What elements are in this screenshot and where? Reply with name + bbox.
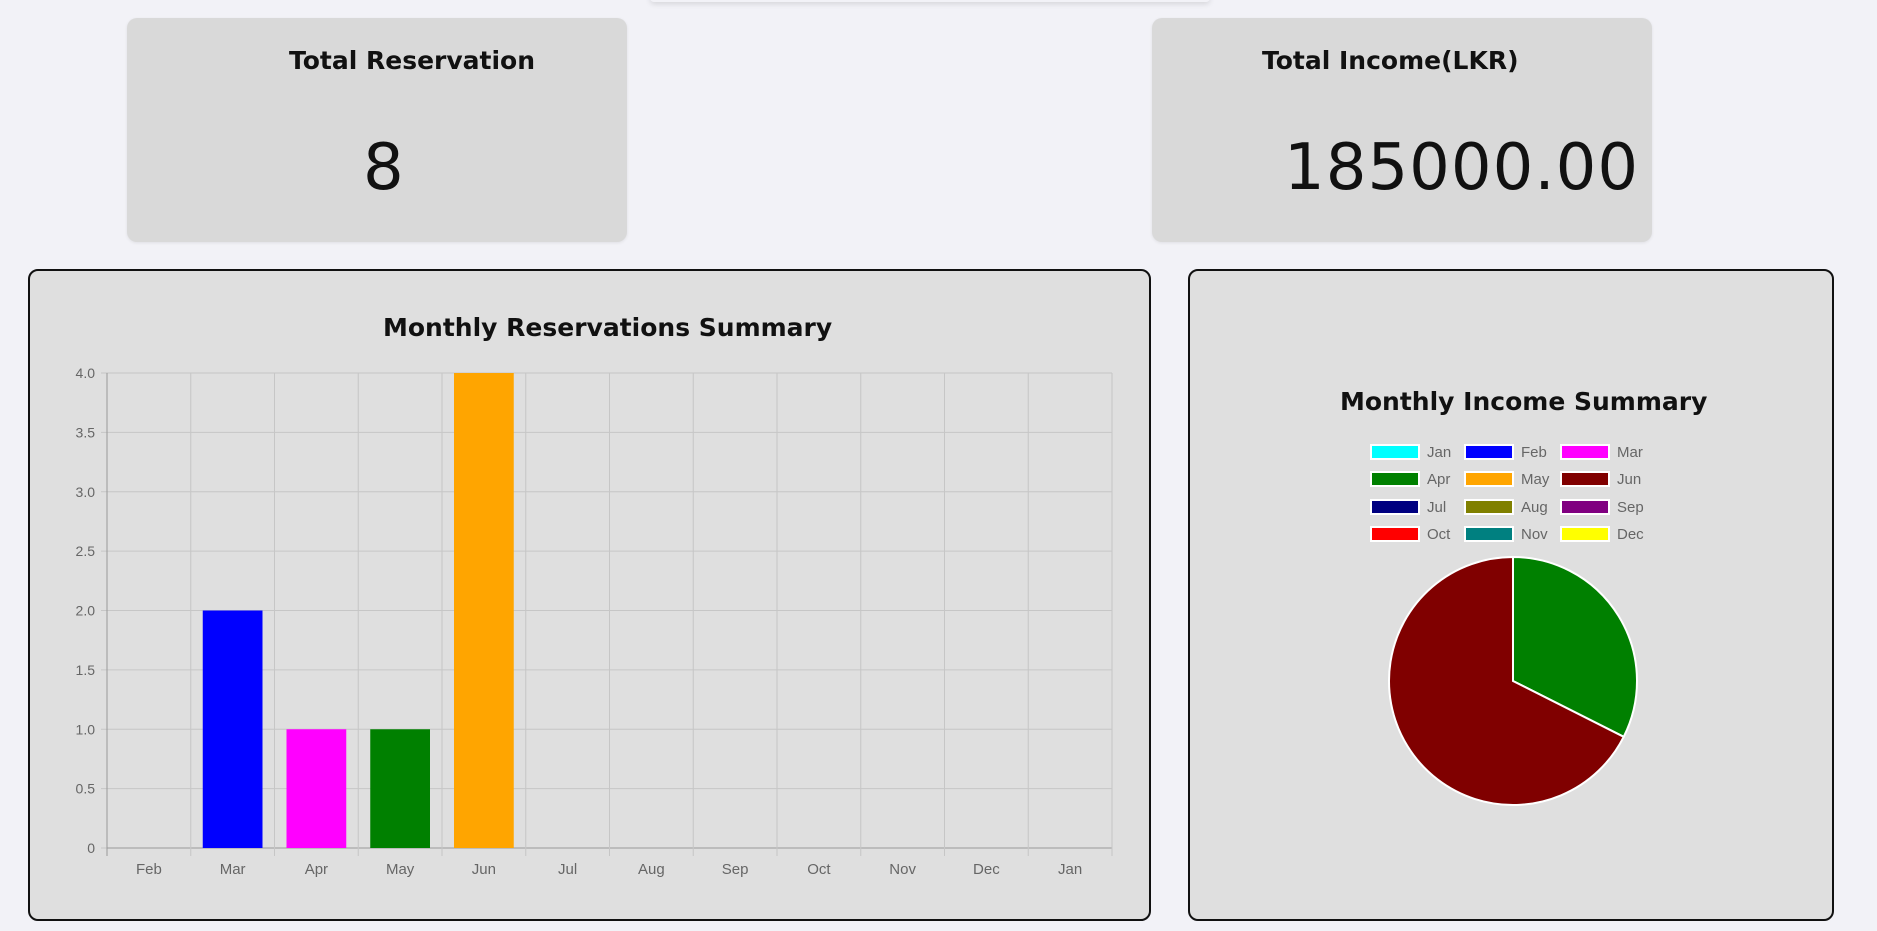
legend-label-dec[interactable]: Dec — [1617, 526, 1644, 543]
bar-jun — [454, 373, 514, 848]
total-income-card: Total Income(LKR) 185000.00 — [1152, 18, 1652, 242]
header-shadow — [650, 0, 1210, 2]
bar-chart-title: Monthly Reservations Summary — [383, 313, 833, 342]
legend-label-aug[interactable]: Aug — [1521, 499, 1548, 516]
monthly-reservations-bar-chart: 0 0.5 1.0 1.5 2.0 2.5 3.0 3.5 4.0 Feb Mar Apr May Jun… — [76, 365, 1113, 878]
legend-swatch-feb[interactable] — [1464, 444, 1514, 460]
legend-swatch-apr[interactable] — [1370, 471, 1420, 487]
y-tick-label: 2.5 — [76, 543, 96, 559]
x-tick-label: Sep — [722, 861, 749, 878]
legend-label-feb[interactable]: Feb — [1521, 444, 1547, 461]
legend-swatch-jan[interactable] — [1370, 444, 1420, 460]
legend-swatch-dec[interactable] — [1560, 526, 1610, 542]
pie-chart-title: Monthly Income Summary — [1340, 387, 1708, 416]
y-tick-label: 0 — [87, 840, 95, 856]
legend-label-jul[interactable]: Jul — [1427, 499, 1446, 516]
x-tick-label: Nov — [889, 861, 916, 878]
legend-swatch-sep[interactable] — [1560, 499, 1610, 515]
x-tick-label: May — [386, 861, 415, 878]
x-tick-label: Apr — [305, 861, 328, 878]
x-tick-label: Dec — [973, 861, 1000, 878]
x-tick-label: Aug — [638, 861, 665, 878]
legend-label-oct[interactable]: Oct — [1427, 526, 1451, 543]
y-tick-label: 3.0 — [76, 484, 96, 500]
y-tick-label: 0.5 — [76, 781, 96, 797]
total-reservation-title: Total Reservation — [289, 46, 536, 75]
x-tick-label: Jan — [1058, 861, 1082, 878]
legend-label-sep[interactable]: Sep — [1617, 499, 1644, 516]
legend-swatch-jul[interactable] — [1370, 499, 1420, 515]
total-reservation-value: 8 — [363, 131, 405, 205]
legend-swatch-aug[interactable] — [1464, 499, 1514, 515]
y-tick-label: 1.5 — [76, 662, 96, 678]
pie-slice-jun[interactable] — [1388, 555, 1626, 806]
legend-label-mar[interactable]: Mar — [1617, 444, 1643, 461]
total-income-value: 185000.00 — [1284, 131, 1640, 205]
monthly-income-panel: Monthly Income Summary Jan Feb Mar Apr May Ju… — [1188, 269, 1834, 921]
y-tick-label: 4.0 — [76, 365, 96, 381]
legend-label-may[interactable]: May — [1521, 471, 1550, 488]
total-income-title: Total Income(LKR) — [1262, 46, 1519, 75]
x-tick-label: Feb — [136, 861, 162, 878]
x-tick-label: Mar — [220, 861, 246, 878]
monthly-reservations-panel: Monthly Reservations Summary 0 0.5 1.0 1.5 2… — [28, 269, 1151, 921]
x-tick-label: Jul — [558, 861, 577, 878]
bar-apr — [286, 729, 347, 848]
monthly-income-pie-chart: Jan Feb Mar Apr May Jun Jul Aug Sep Oct Nov Dec — [1370, 444, 1644, 806]
x-tick-label: Oct — [807, 861, 831, 878]
pie-slice-apr[interactable] — [1512, 555, 1638, 739]
legend-swatch-may[interactable] — [1464, 471, 1514, 487]
bar-may — [370, 729, 430, 848]
legend-label-nov[interactable]: Nov — [1521, 526, 1548, 543]
legend-swatch-oct[interactable] — [1370, 526, 1420, 542]
legend-swatch-nov[interactable] — [1464, 526, 1514, 542]
legend-label-jun[interactable]: Jun — [1617, 471, 1641, 488]
bar-mar — [202, 610, 263, 848]
y-tick-label: 3.5 — [76, 424, 96, 440]
legend-swatch-jun[interactable] — [1560, 471, 1610, 487]
total-reservation-card: Total Reservation 8 — [127, 18, 627, 242]
legend-label-apr[interactable]: Apr — [1427, 471, 1450, 488]
legend-label-jan[interactable]: Jan — [1427, 444, 1451, 461]
y-tick-label: 2.0 — [76, 603, 96, 619]
x-tick-label: Jun — [472, 861, 496, 878]
legend-swatch-mar[interactable] — [1560, 444, 1610, 460]
y-tick-label: 1.0 — [76, 721, 96, 737]
